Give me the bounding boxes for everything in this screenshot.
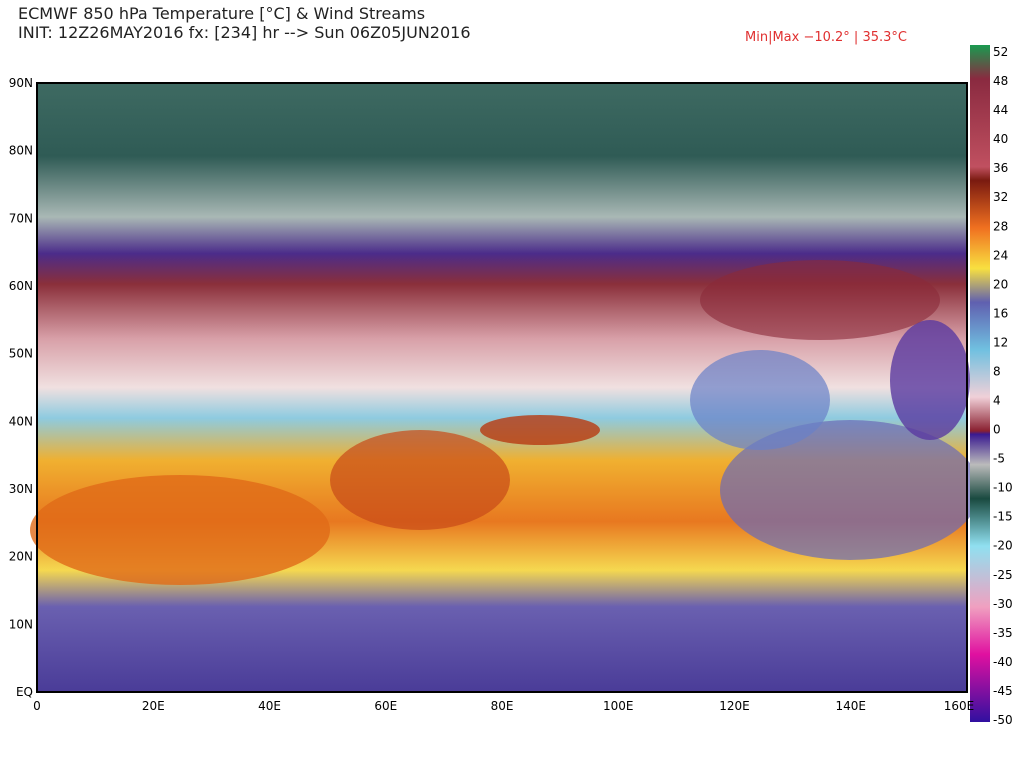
lat-label: 80N (9, 144, 33, 158)
warm-region (330, 430, 510, 530)
colorbar-label: 0 (993, 423, 1001, 437)
warm-region (30, 475, 330, 585)
colorbar-label: -10 (993, 481, 1013, 495)
lat-label: 30N (9, 482, 33, 496)
lat-label: 40N (9, 414, 33, 428)
colorbar-label: 16 (993, 306, 1008, 320)
colorbar-label: 28 (993, 219, 1008, 233)
colorbar-label: -50 (993, 713, 1013, 727)
lon-label: 60E (374, 699, 397, 713)
colorbar-label: -30 (993, 597, 1013, 611)
lat-label: EQ (16, 685, 33, 699)
colorbar-label: 12 (993, 335, 1008, 349)
lon-label: 140E (836, 699, 867, 713)
lon-label: 20E (142, 699, 165, 713)
cool-region (720, 420, 980, 560)
colorbar-label: -40 (993, 655, 1013, 669)
lat-label: 50N (9, 347, 33, 361)
colorbar-label: 52 (993, 45, 1008, 59)
colorbar-label: 32 (993, 190, 1008, 204)
colorbar-label: 4 (993, 394, 1001, 408)
colorbar-label: 44 (993, 103, 1008, 117)
lat-label: 10N (9, 617, 33, 631)
lon-label: 160E (944, 699, 975, 713)
colorbar-label: 24 (993, 248, 1008, 262)
colorbar-label: 48 (993, 74, 1008, 88)
lat-label: 60N (9, 279, 33, 293)
lat-label: 20N (9, 550, 33, 564)
map-title: ECMWF 850 hPa Temperature [°C] & Wind St… (18, 4, 425, 23)
min-max: Min|Max −10.2° | 35.3°C (745, 30, 907, 45)
lon-label: 100E (603, 699, 634, 713)
colorbar-label: -45 (993, 684, 1013, 698)
colorbar-label: -25 (993, 568, 1013, 582)
colorbar-label: -20 (993, 539, 1013, 553)
lat-label: 70N (9, 211, 33, 225)
colorbar-label: 8 (993, 364, 1001, 378)
colorbar-label: 36 (993, 161, 1008, 175)
warm-region (480, 415, 600, 445)
lon-label: 80E (491, 699, 514, 713)
colorbar-label: 20 (993, 277, 1008, 291)
colorbar (970, 45, 990, 722)
colorbar-label: -15 (993, 510, 1013, 524)
lat-label: 90N (9, 76, 33, 90)
cool-region (890, 320, 970, 440)
init-line: INIT: 12Z26MAY2016 fx: [234] hr --> Sun … (18, 23, 471, 42)
map-frame (36, 82, 968, 693)
colorbar-label: -5 (993, 452, 1005, 466)
cool-region (690, 350, 830, 450)
map-field (30, 82, 980, 693)
colorbar-label: 40 (993, 132, 1008, 146)
lon-label: 40E (258, 699, 281, 713)
lon-label: 120E (719, 699, 750, 713)
warm-region (700, 260, 940, 340)
colorbar-label: -35 (993, 626, 1013, 640)
lon-label: 0 (33, 699, 41, 713)
